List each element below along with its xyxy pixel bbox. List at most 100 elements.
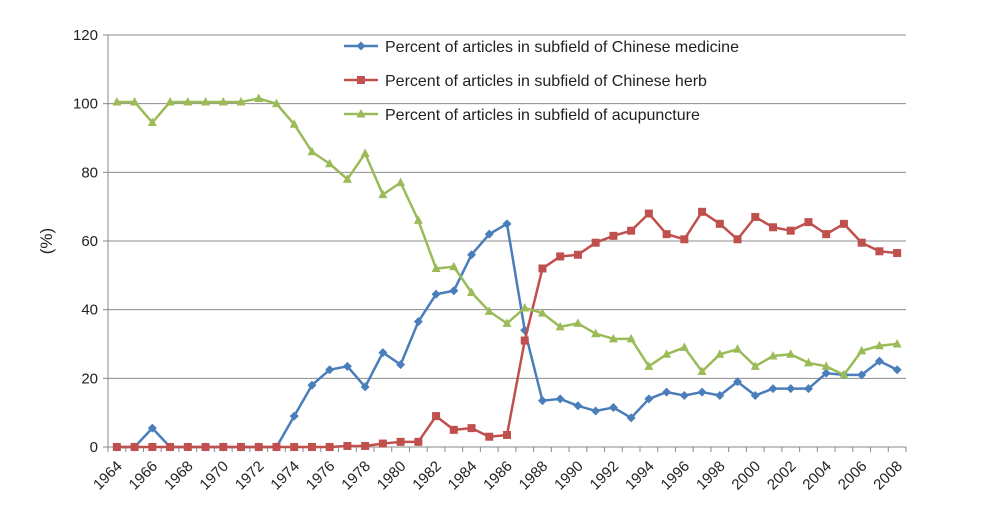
legend-item: Percent of articles in subfield of Chine… [344,73,707,90]
data-point [237,443,245,451]
x-tick-label: 1998 [693,458,729,494]
data-point [396,177,406,187]
data-point [715,391,725,400]
series-layer [112,93,902,452]
data-point [378,189,388,199]
data-point [343,441,352,450]
legend-swatch-marker [356,41,366,51]
y-tick-label: 60 [81,233,98,250]
data-point [502,318,512,327]
data-point [431,289,441,299]
legend-item: Percent of articles in subfield of Chine… [344,39,739,56]
x-tick-label: 1996 [658,458,694,494]
x-tick-label: 1978 [338,458,374,494]
data-point [431,263,441,272]
x-tick-label: 2004 [799,458,835,494]
data-point [413,317,423,327]
data-point [502,219,512,229]
data-point [467,250,477,260]
x-tick-label: 1988 [516,458,552,494]
y-axis-ticks: 0 20 40 60 80 100 120 [73,27,108,456]
data-point [803,384,813,394]
data-point [361,441,370,450]
data-point [112,443,121,451]
data-point [289,411,299,421]
data-point [307,146,317,156]
data-point [733,377,743,387]
data-point [839,369,849,379]
data-point [537,308,547,317]
x-tick-label: 1966 [126,458,162,494]
x-tick-label: 1986 [480,458,516,494]
data-point [608,403,618,413]
data-point [360,382,370,392]
data-point [520,336,529,345]
data-point [396,437,405,446]
data-point [769,223,777,232]
data-point [432,412,441,421]
data-point [520,302,530,312]
data-point [183,96,193,106]
data-point [165,96,175,106]
data-point [130,96,140,106]
data-point [892,365,902,375]
data-point [786,226,795,235]
data-point [591,406,601,416]
data-point [360,148,370,157]
data-point [662,349,672,358]
x-tick-label: 2002 [764,458,800,494]
data-point [485,432,494,441]
x-tick-label: 1984 [445,458,481,494]
series-diamond [112,219,902,452]
data-point [254,93,264,103]
x-tick-label: 1974 [267,458,303,494]
data-point [555,321,565,331]
x-tick-label: 1964 [90,458,126,494]
x-tick-label: 1976 [303,458,339,494]
data-point [148,443,157,451]
data-point [662,230,671,239]
data-point [396,360,406,370]
data-point [289,119,299,128]
data-point [821,368,831,378]
data-point [733,344,743,353]
data-point [484,306,494,315]
data-point [822,230,831,239]
legend-label: Percent of articles in subfield of Chine… [385,73,707,90]
y-tick-label: 120 [73,27,98,44]
data-point [698,207,707,216]
data-point [201,96,211,106]
series-line-square [116,210,898,449]
legend-item: Percent of articles in subfield of acupu… [344,107,700,124]
data-point [804,218,813,227]
x-tick-label: 1990 [551,458,587,494]
data-point [644,209,653,218]
series-line-triangle [116,97,898,377]
data-point [591,238,600,247]
data-point [875,247,884,256]
data-point [751,212,760,221]
data-point [484,229,494,239]
data-point [892,339,902,348]
legend-swatch-marker [356,109,366,118]
data-point [130,443,139,451]
data-point [857,345,867,355]
data-point [697,387,707,397]
data-point [627,226,636,235]
data-point [378,439,387,448]
data-point [538,264,547,273]
data-point [697,366,707,375]
data-point [768,384,778,394]
data-point [679,342,689,351]
data-point [147,423,157,433]
data-point [467,424,476,433]
data-point [626,413,636,423]
data-point [449,261,459,271]
data-point [893,249,902,258]
y-tick-label: 80 [81,164,98,181]
data-point [591,328,601,338]
y-axis-title: (%) [37,228,56,254]
legend-label: Percent of articles in subfield of Chine… [385,39,739,56]
data-point [874,356,884,366]
